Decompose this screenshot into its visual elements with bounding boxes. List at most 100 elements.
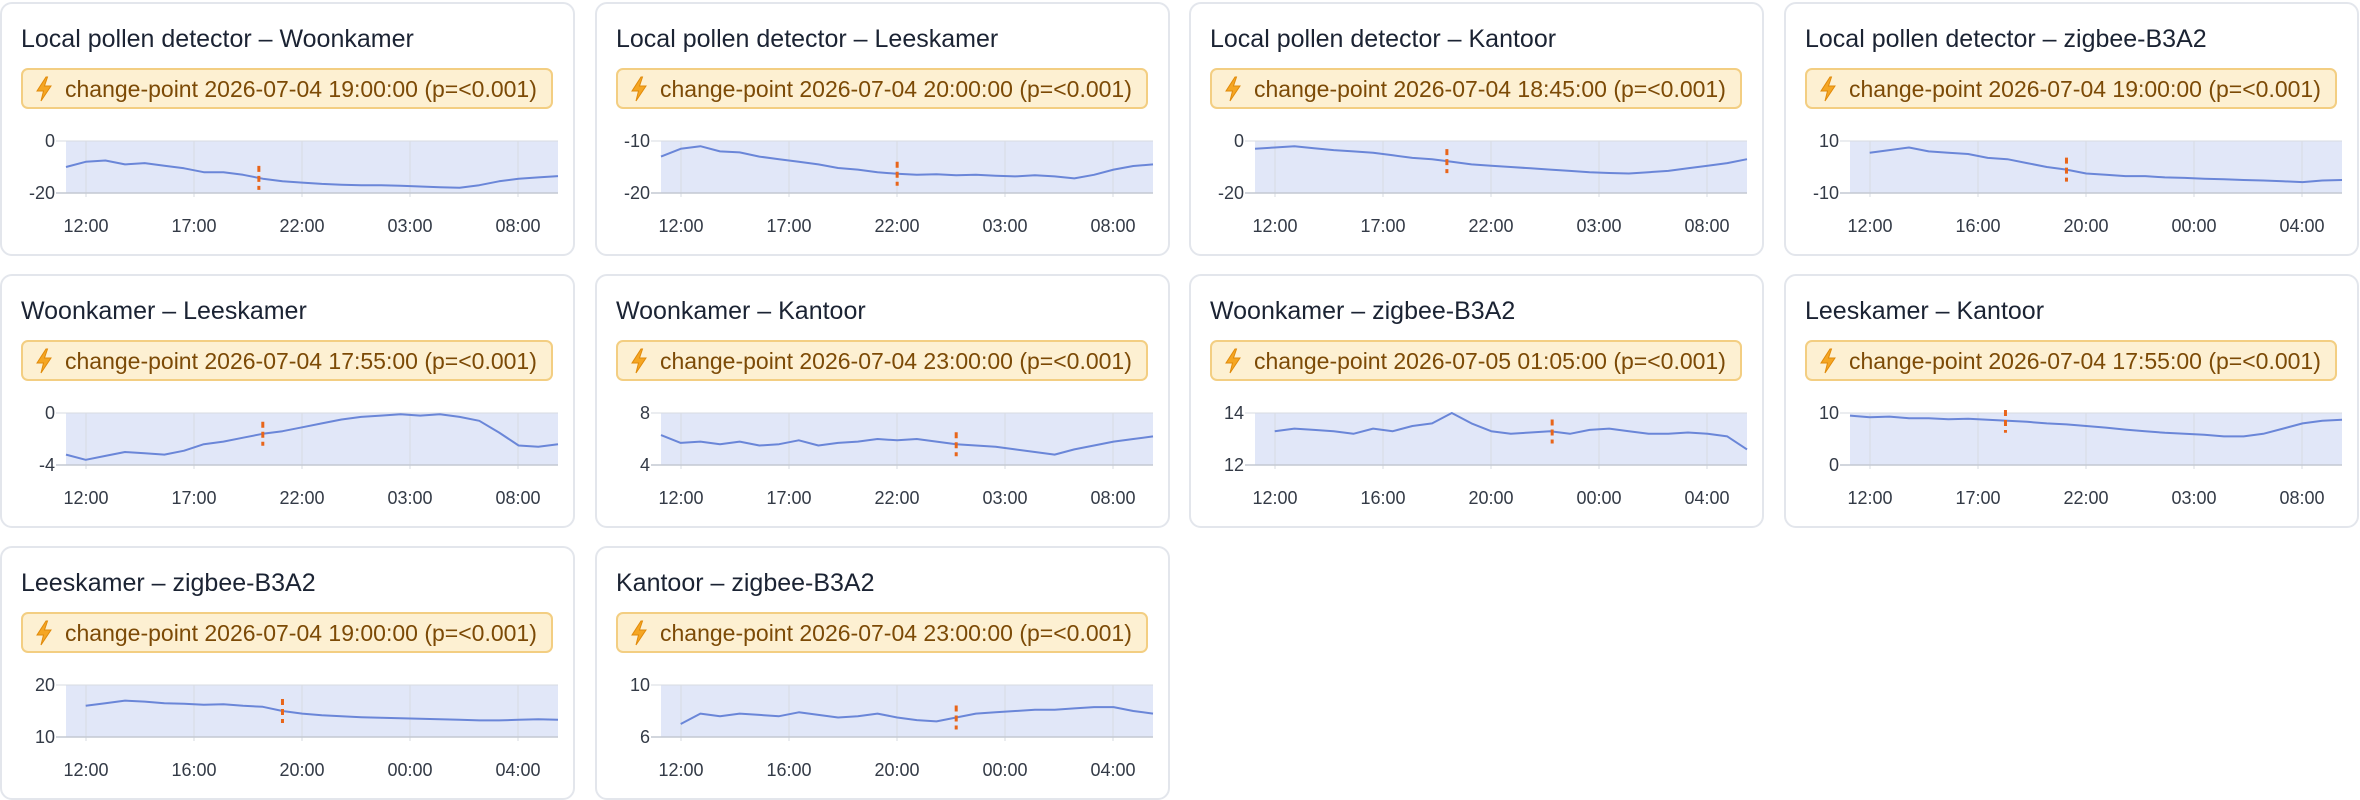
chart-card[interactable]: Local pollen detector – zigbee-B3A2 chan… (1784, 2, 2359, 256)
chart-card[interactable]: Woonkamer – Leeskamer change-point 2026-… (0, 274, 575, 528)
x-tick-label: 12:00 (63, 760, 108, 780)
y-tick-label: -20 (624, 183, 650, 203)
x-tick-label: 03:00 (387, 216, 432, 236)
changepoint-badge: change-point 2026-07-04 19:00:00 (p=<0.0… (1805, 68, 2337, 109)
chart-card[interactable]: Leeskamer – Kantoor change-point 2026-07… (1784, 274, 2359, 528)
y-tick-label: 14 (1224, 403, 1244, 423)
series-line (680, 706, 1154, 725)
changepoint-label: change-point 2026-07-04 17:55:00 (p=<0.0… (1849, 347, 2321, 374)
lightning-bolt-icon (36, 76, 52, 101)
x-tick-label: 12:00 (658, 488, 703, 508)
changepoint-badge: change-point 2026-07-04 23:00:00 (p=<0.0… (616, 340, 1148, 381)
timeseries-chart: 12:00 17:00 22:00 03:00 08:00 0 -20 (29, 131, 559, 236)
chart-card[interactable]: Local pollen detector – Woonkamer change… (0, 2, 575, 256)
chart-card[interactable]: Kantoor – zigbee-B3A2 change-point 2026-… (595, 546, 1170, 800)
series-line (1254, 145, 1748, 175)
changepoint-label: change-point 2026-07-04 19:00:00 (p=<0.0… (1849, 75, 2321, 102)
changepoint-badge: change-point 2026-07-04 20:00:00 (p=<0.0… (616, 68, 1148, 109)
y-tick-label: 10 (1819, 403, 1839, 423)
card-title: Woonkamer – Kantoor (616, 297, 866, 325)
card-title: Local pollen detector – zigbee-B3A2 (1805, 25, 2207, 53)
x-tick-label: 22:00 (279, 488, 324, 508)
x-tick-label: 22:00 (279, 216, 324, 236)
lightning-bolt-icon (36, 620, 52, 645)
changepoint-badge: change-point 2026-07-04 19:00:00 (p=<0.0… (21, 68, 553, 109)
x-tick-label: 20:00 (279, 760, 324, 780)
timeseries-chart: 12:00 17:00 22:00 03:00 08:00 10 0 (1819, 403, 2343, 508)
changepoint-label: change-point 2026-07-05 01:05:00 (p=<0.0… (1254, 347, 1726, 374)
changepoint-badge: change-point 2026-07-05 01:05:00 (p=<0.0… (1210, 340, 1742, 381)
card-title: Leeskamer – zigbee-B3A2 (21, 569, 316, 597)
timeseries-chart: 12:00 17:00 22:00 03:00 08:00 -10 -20 (624, 131, 1154, 236)
chart-card[interactable]: Woonkamer – Kantoor change-point 2026-07… (595, 274, 1170, 528)
x-tick-label: 22:00 (1468, 216, 1513, 236)
x-tick-label: 12:00 (63, 216, 108, 236)
plot-area (66, 413, 558, 465)
card-title: Local pollen detector – Kantoor (1210, 25, 1557, 53)
y-tick-label: 4 (640, 455, 650, 475)
series-line (660, 434, 1154, 456)
chart-card[interactable]: Leeskamer – zigbee-B3A2 change-point 202… (0, 546, 575, 800)
x-tick-label: 17:00 (171, 216, 216, 236)
changepoint-label: change-point 2026-07-04 19:00:00 (p=<0.0… (65, 619, 537, 646)
changepoint-label: change-point 2026-07-04 20:00:00 (p=<0.0… (660, 75, 1132, 102)
x-tick-label: 20:00 (2063, 216, 2108, 236)
chart-card[interactable]: Local pollen detector – Leeskamer change… (595, 2, 1170, 256)
x-tick-label: 12:00 (1847, 488, 1892, 508)
changepoint-label: change-point 2026-07-04 19:00:00 (p=<0.0… (65, 75, 537, 102)
x-tick-label: 08:00 (2279, 488, 2324, 508)
plot-area (66, 685, 558, 737)
changepoint-badge: change-point 2026-07-04 19:00:00 (p=<0.0… (21, 612, 553, 653)
plot-area (1850, 413, 2342, 465)
card-title: Woonkamer – Leeskamer (21, 297, 307, 325)
x-tick-label: 12:00 (1252, 488, 1297, 508)
x-tick-label: 00:00 (1576, 488, 1621, 508)
series-line (1869, 146, 2343, 184)
x-tick-label: 22:00 (2063, 488, 2108, 508)
y-tick-label: -4 (39, 455, 55, 475)
plot-area (661, 685, 1153, 737)
x-tick-label: 03:00 (982, 216, 1027, 236)
x-tick-label: 12:00 (63, 488, 108, 508)
x-tick-label: 00:00 (2171, 216, 2216, 236)
x-tick-label: 16:00 (1955, 216, 2000, 236)
card-title: Kantoor – zigbee-B3A2 (616, 569, 875, 597)
x-tick-label: 20:00 (1468, 488, 1513, 508)
chart-card[interactable]: Woonkamer – zigbee-B3A2 change-point 202… (1189, 274, 1764, 528)
changepoint-badge: change-point 2026-07-04 17:55:00 (p=<0.0… (1805, 340, 2337, 381)
y-tick-label: 0 (45, 403, 55, 423)
lightning-bolt-icon (1820, 348, 1836, 373)
card-title: Leeskamer – Kantoor (1805, 297, 2045, 325)
changepoint-label: change-point 2026-07-04 18:45:00 (p=<0.0… (1254, 75, 1726, 102)
x-tick-label: 16:00 (171, 760, 216, 780)
y-tick-label: -10 (624, 131, 650, 151)
lightning-bolt-icon (631, 76, 647, 101)
x-tick-label: 12:00 (1847, 216, 1892, 236)
plot-area (1255, 413, 1747, 465)
x-tick-label: 22:00 (874, 216, 919, 236)
y-tick-label: 0 (45, 131, 55, 151)
x-tick-label: 08:00 (1684, 216, 1729, 236)
x-tick-label: 08:00 (495, 488, 540, 508)
x-tick-label: 22:00 (874, 488, 919, 508)
changepoint-badge: change-point 2026-07-04 17:55:00 (p=<0.0… (21, 340, 553, 381)
y-tick-label: 0 (1234, 131, 1244, 151)
x-tick-label: 04:00 (1684, 488, 1729, 508)
x-tick-label: 08:00 (1090, 216, 1135, 236)
x-tick-label: 17:00 (766, 488, 811, 508)
x-tick-label: 04:00 (1090, 760, 1135, 780)
card-title: Local pollen detector – Woonkamer (21, 25, 414, 53)
series-line (65, 413, 559, 461)
chart-card[interactable]: Local pollen detector – Kantoor change-p… (1189, 2, 1764, 256)
timeseries-chart: 12:00 17:00 22:00 03:00 08:00 0 -20 (1218, 131, 1748, 236)
series-line (1274, 412, 1748, 451)
x-tick-label: 03:00 (1576, 216, 1621, 236)
x-tick-label: 00:00 (387, 760, 432, 780)
x-tick-label: 03:00 (387, 488, 432, 508)
y-tick-label: -20 (1218, 183, 1244, 203)
x-tick-label: 12:00 (658, 760, 703, 780)
lightning-bolt-icon (36, 348, 52, 373)
x-tick-label: 20:00 (874, 760, 919, 780)
x-tick-label: 04:00 (495, 760, 540, 780)
